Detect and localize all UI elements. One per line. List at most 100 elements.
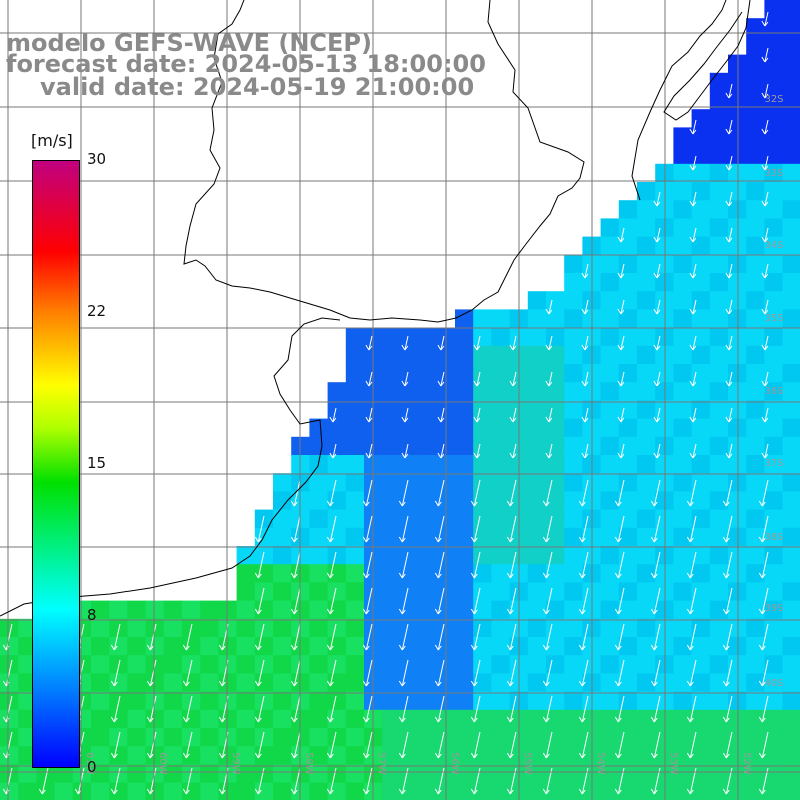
wind-speed-cell bbox=[400, 364, 420, 383]
wind-speed-cell bbox=[709, 546, 729, 565]
wind-speed-cell bbox=[637, 436, 656, 456]
wind-speed-cell bbox=[618, 254, 638, 274]
wind-speed-cell bbox=[455, 418, 474, 438]
wind-speed-cell bbox=[728, 673, 747, 693]
wind-speed-cell bbox=[473, 600, 492, 620]
wind-speed-cell bbox=[18, 782, 37, 800]
wind-speed-cell bbox=[637, 418, 656, 438]
wind-speed-cell bbox=[637, 382, 656, 401]
wind-speed-cell bbox=[746, 54, 765, 74]
wind-speed-cell bbox=[564, 327, 583, 347]
wind-speed-cell bbox=[600, 655, 620, 674]
wind-speed-cell bbox=[600, 273, 620, 292]
wind-arrow bbox=[509, 335, 517, 351]
wind-speed-cell bbox=[600, 455, 620, 474]
wind-speed-cell bbox=[746, 309, 765, 329]
wind-speed-cell bbox=[491, 364, 511, 383]
wind-speed-cell bbox=[200, 673, 219, 693]
wind-speed-cell bbox=[345, 728, 365, 747]
wind-speed-cell bbox=[345, 582, 365, 602]
wind-speed-cell bbox=[72, 782, 92, 800]
wind-speed-cell bbox=[728, 291, 747, 310]
wind-speed-cell bbox=[600, 527, 620, 547]
wind-speed-cell bbox=[91, 709, 110, 729]
colorbar-tick-15: 15 bbox=[87, 454, 107, 472]
wind-speed-cell bbox=[309, 509, 329, 529]
wind-arrow bbox=[437, 335, 445, 351]
wind-speed-cell bbox=[709, 382, 729, 401]
wind-arrow bbox=[329, 443, 337, 459]
wind-arrow bbox=[650, 551, 661, 579]
wind-speed-cell bbox=[254, 527, 274, 547]
lat-label: 37S bbox=[764, 458, 783, 469]
wind-speed-cell bbox=[709, 473, 729, 492]
wind-speed-cell bbox=[200, 709, 219, 729]
wind-speed-cell bbox=[782, 345, 800, 365]
wind-speed-cell bbox=[564, 273, 583, 292]
wind-arrow bbox=[110, 695, 121, 723]
wind-speed-cell bbox=[618, 782, 638, 800]
wind-speed-cell bbox=[491, 455, 511, 474]
wind-arrow bbox=[434, 695, 445, 723]
wind-speed-cell bbox=[673, 236, 693, 256]
wind-speed-cell bbox=[273, 582, 292, 602]
wind-speed-cell bbox=[728, 527, 747, 547]
wind-speed-cell bbox=[764, 364, 784, 383]
wind-speed-cell bbox=[327, 436, 347, 456]
wind-speed-cell bbox=[673, 673, 693, 693]
wind-arrow bbox=[326, 731, 337, 759]
wind-speed-cell bbox=[691, 655, 711, 674]
wind-speed-cell bbox=[473, 491, 492, 511]
wind-speed-cell bbox=[273, 709, 292, 729]
wind-speed-cell bbox=[746, 637, 765, 656]
wind-speed-cell bbox=[273, 546, 292, 565]
lon-label: 56W bbox=[449, 752, 460, 775]
wind-speed-cell bbox=[782, 200, 800, 219]
wind-speed-cell bbox=[618, 418, 638, 438]
wind-speed-cell bbox=[782, 746, 800, 765]
wind-speed-cell bbox=[473, 527, 492, 547]
wind-speed-cell bbox=[527, 345, 547, 365]
wind-speed-cell bbox=[600, 564, 620, 583]
lon-label: 60W bbox=[157, 752, 168, 775]
wind-speed-cell bbox=[691, 382, 711, 401]
wind-speed-cell bbox=[273, 509, 292, 529]
wind-speed-cell bbox=[309, 764, 329, 784]
wind-speed-cell bbox=[691, 527, 711, 547]
wind-speed-cell bbox=[109, 782, 128, 800]
wind-speed-cell bbox=[236, 691, 256, 711]
wind-speed-cell bbox=[163, 691, 183, 711]
wind-speed-cell bbox=[709, 455, 729, 474]
lon-label: 61W bbox=[84, 752, 95, 775]
wind-speed-cell bbox=[746, 473, 765, 492]
wind-speed-cell bbox=[637, 564, 656, 583]
wind-speed-cell bbox=[728, 400, 747, 420]
wind-speed-cell bbox=[782, 182, 800, 201]
wind-speed-cell bbox=[327, 618, 347, 638]
wind-speed-cell bbox=[637, 218, 656, 238]
wind-speed-cell bbox=[327, 764, 347, 784]
wind-speed-cell bbox=[345, 345, 365, 365]
wind-speed-cell bbox=[236, 764, 256, 784]
wind-speed-cell bbox=[709, 145, 729, 165]
wind-speed-cell bbox=[673, 728, 693, 747]
wind-speed-cell bbox=[309, 491, 329, 511]
wind-speed-cell bbox=[0, 782, 19, 800]
wind-speed-cell bbox=[163, 618, 183, 638]
wind-speed-cell bbox=[127, 782, 147, 800]
wind-arrow bbox=[761, 263, 769, 279]
wind-arrow bbox=[290, 479, 301, 507]
wind-speed-cell bbox=[709, 600, 729, 620]
wind-arrow bbox=[542, 515, 553, 543]
wind-arrow bbox=[254, 623, 265, 651]
wind-arrow bbox=[689, 335, 697, 351]
wind-arrow bbox=[506, 695, 517, 723]
wind-speed-cell bbox=[764, 18, 784, 37]
wind-speed-cell bbox=[145, 746, 165, 765]
wind-speed-cell bbox=[382, 327, 401, 347]
wind-speed-cell bbox=[473, 655, 492, 674]
wind-speed-cell bbox=[273, 655, 292, 674]
wind-speed-cell bbox=[400, 655, 420, 674]
wind-speed-cell bbox=[691, 273, 711, 292]
wind-speed-cell bbox=[236, 728, 256, 747]
